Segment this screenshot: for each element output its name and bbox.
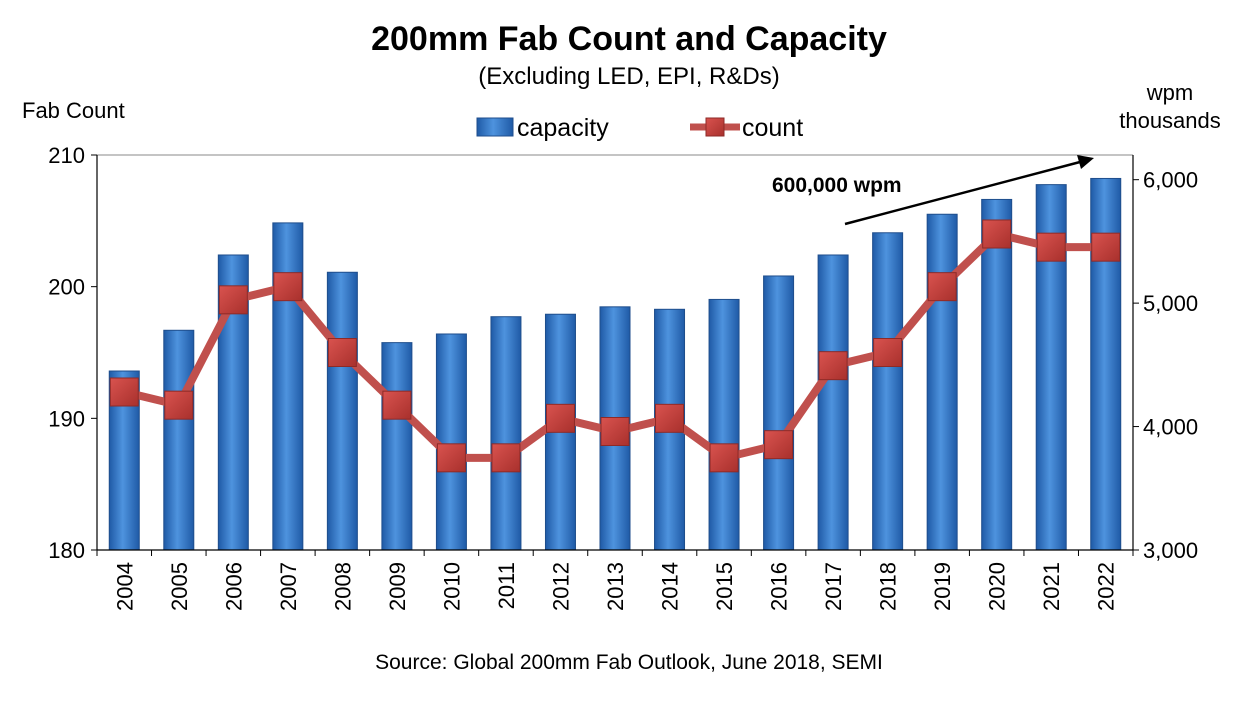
count-marker [1091, 232, 1121, 262]
left-axis-tick-label: 210 [48, 143, 85, 168]
chart-subtitle: (Excluding LED, EPI, R&Ds) [478, 63, 779, 90]
x-axis-category-label: 2005 [167, 562, 192, 611]
legend-count-marker [705, 117, 725, 137]
count-marker [164, 390, 194, 420]
right-axis-tick-label: 3,000 [1143, 538, 1198, 563]
x-axis-category-label: 2020 [985, 562, 1010, 611]
source-note: Source: Global 200mm Fab Outlook, June 2… [375, 651, 883, 674]
x-axis-category-label: 2015 [712, 562, 737, 611]
annotation-600k-wpm: 600,000 wpm [772, 174, 902, 197]
count-marker [982, 219, 1012, 249]
capacity-bar [763, 275, 795, 551]
left-axis-tick-label: 190 [48, 406, 85, 431]
x-axis-category-label: 2008 [330, 562, 355, 611]
x-axis-category-label: 2021 [1039, 562, 1064, 611]
left-axis-tick-label: 180 [48, 538, 85, 563]
left-axis-tick-label: 200 [48, 275, 85, 300]
x-axis-category-label: 2009 [385, 562, 410, 611]
count-marker [436, 443, 466, 473]
x-axis-category-label: 2006 [221, 562, 246, 611]
x-axis-category-label: 2014 [658, 562, 683, 611]
legend: capacity count [476, 114, 803, 142]
count-marker [655, 403, 685, 433]
x-axis-category-label: 2007 [276, 562, 301, 611]
x-axis-category-label: 2012 [548, 562, 573, 611]
count-marker [1036, 232, 1066, 262]
capacity-bar [381, 342, 413, 551]
trend-arrow [844, 155, 1094, 226]
right-axis-tick-label: 6,000 [1143, 168, 1198, 193]
count-marker [818, 351, 848, 381]
capacity-bar [817, 254, 849, 551]
capacity-bar [163, 329, 195, 551]
capacity-bar [872, 232, 904, 551]
count-marker [873, 338, 903, 367]
x-axis-category-label: 2010 [439, 562, 464, 611]
chart-title: 200mm Fab Count and Capacity [371, 20, 887, 58]
x-axis-category-label: 2022 [1094, 562, 1119, 611]
x-axis-category-label: 2018 [876, 562, 901, 611]
legend-count-label: count [742, 114, 803, 142]
right-axis-tick-label: 5,000 [1143, 291, 1198, 316]
left-axis-title: Fab Count [22, 98, 125, 123]
count-marker [273, 272, 303, 302]
x-axis-category-label: 2019 [930, 562, 955, 611]
count-marker [927, 272, 957, 302]
count-marker [764, 430, 794, 460]
count-marker [327, 338, 357, 367]
capacity-bar [272, 222, 304, 551]
capacity-bar [981, 198, 1013, 551]
count-marker [109, 377, 139, 407]
legend-capacity-swatch [476, 117, 514, 137]
capacity-bar [326, 271, 358, 551]
right-axis-tick-label: 4,000 [1143, 415, 1198, 440]
capacity-bar [490, 316, 522, 551]
legend-capacity-label: capacity [517, 114, 609, 142]
count-marker [382, 390, 412, 420]
capacity-bar [926, 213, 958, 551]
count-marker [218, 285, 248, 315]
count-marker [491, 443, 521, 473]
plot-area: 180 190 200 210 3,000 4,000 5,000 6,000 2004 2005… [48, 143, 1198, 611]
x-axis-category-label: 2004 [112, 562, 137, 611]
capacity-bar [708, 298, 740, 551]
x-axis-category-label: 2017 [821, 562, 846, 611]
x-axis-category-label: 2016 [767, 562, 792, 611]
count-marker [709, 443, 739, 473]
capacity-bar [435, 333, 467, 551]
count-marker [600, 417, 630, 446]
x-axis-category-label: 2013 [603, 562, 628, 611]
right-axis-title-line2: thousands [1119, 108, 1221, 133]
x-axis-category-label: 2011 [494, 562, 519, 609]
right-axis-title-line1: wpm [1146, 80, 1193, 105]
count-marker [545, 403, 575, 433]
